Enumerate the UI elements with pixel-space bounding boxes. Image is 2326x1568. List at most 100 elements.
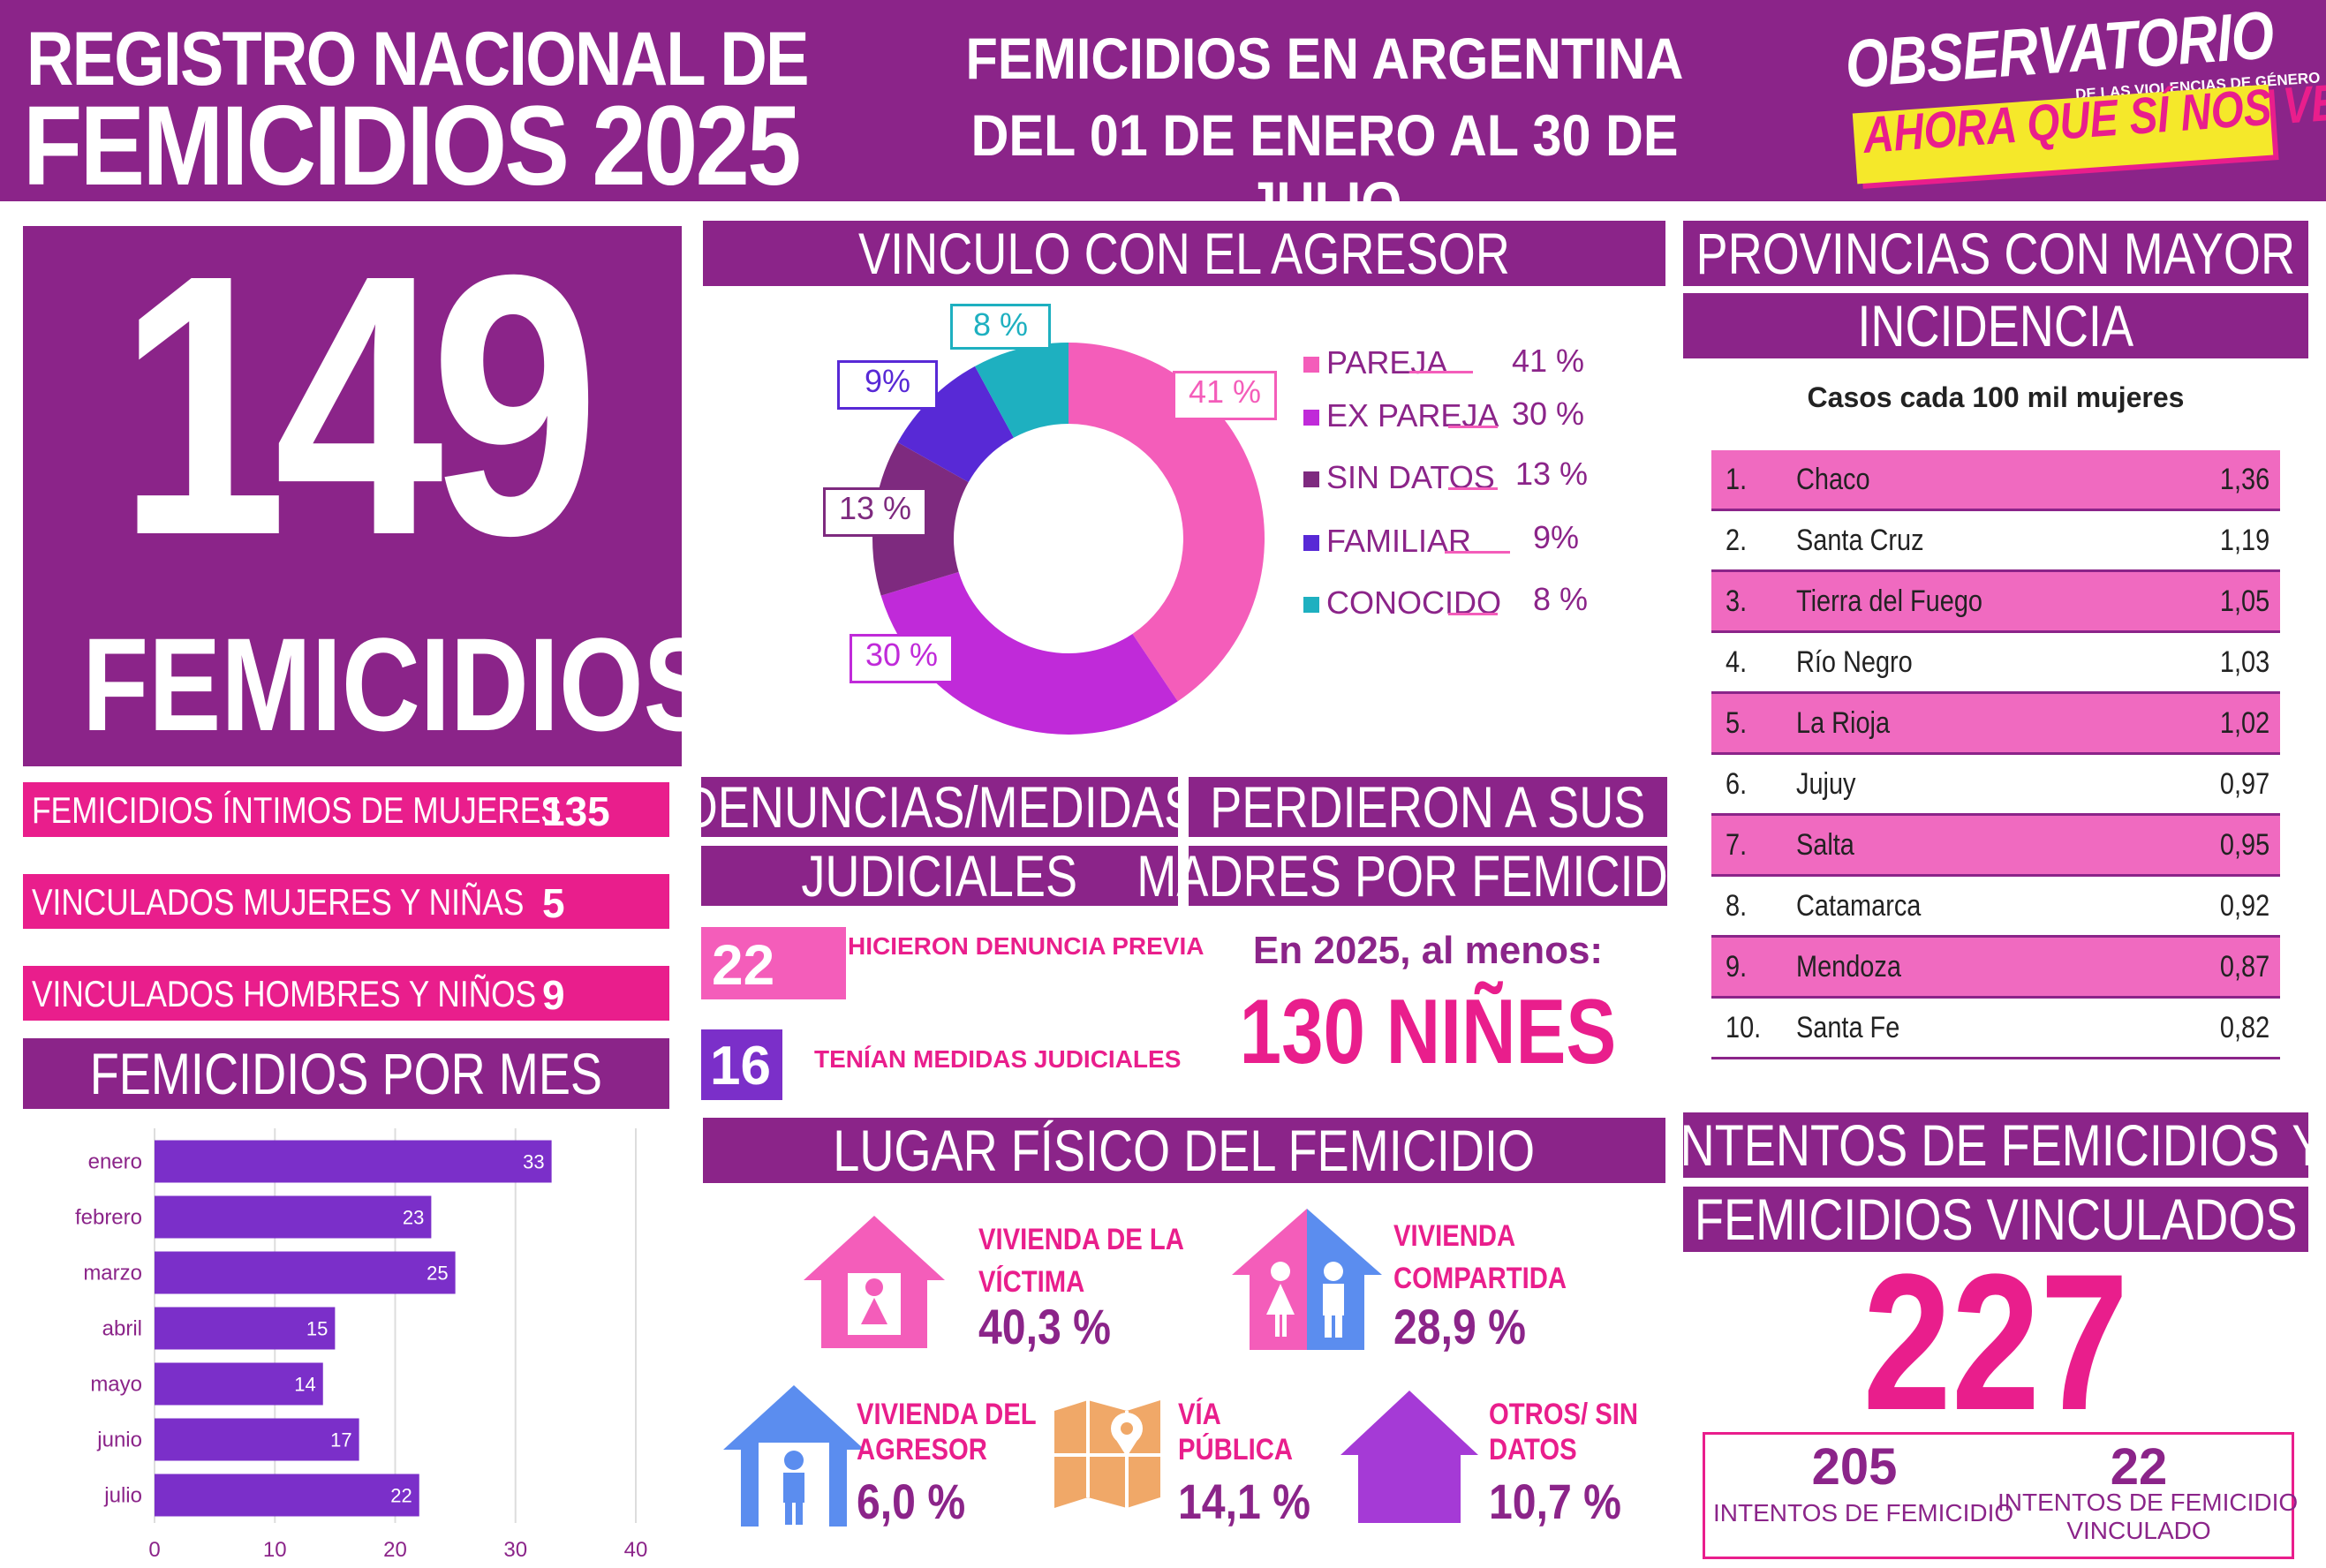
bar-julio xyxy=(155,1474,419,1517)
bar-marzo xyxy=(155,1251,456,1294)
total-number: 149 xyxy=(117,199,600,613)
bar-enero xyxy=(155,1140,552,1183)
denuncia-previa-label: HICIERON DENUNCIA PREVIA xyxy=(848,932,1205,960)
slice-familiar xyxy=(897,366,1014,483)
subtitle-line-1: FEMICIDIOS EN ARGENTINA xyxy=(965,26,1684,91)
lugar-otros-label-2: DATOS xyxy=(1489,1433,1577,1466)
lugar-agresor-label-2: AGRESOR xyxy=(857,1433,987,1466)
stat-value: 5 xyxy=(542,880,565,926)
donut-label-pareja: 41 % xyxy=(1173,371,1277,420)
section-title-provincias-2: INCIDENCIA xyxy=(1683,293,2308,358)
section-title-denuncias-2: JUDICIALES xyxy=(701,843,1178,908)
bar-value-label: 15 xyxy=(306,1318,328,1340)
huerfanos-intro: En 2025, al menos: xyxy=(1252,929,1604,972)
lugar-via-publica-value: 14,1 % xyxy=(1178,1474,1310,1529)
stat-vinculados-hombres: VINCULADOS HOMBRES Y NIÑOS 9 xyxy=(23,966,669,1021)
donut-chart-vinculo xyxy=(872,343,1265,735)
province-rank: 6. xyxy=(1726,767,1748,801)
category-label: julio xyxy=(103,1484,142,1508)
legend-value-conocido: 8 % xyxy=(1533,581,1589,617)
lugar-compartida-value: 28,9 % xyxy=(1393,1299,1526,1354)
denuncia-previa-box: 22 xyxy=(701,927,846,999)
section-title-por-mes: FEMICIDIOS POR MES xyxy=(23,1038,669,1109)
bar-value-label: 17 xyxy=(330,1429,351,1451)
province-name: Tierra del Fuego xyxy=(1796,584,1982,618)
lugar-victima-label-1: VIVIENDA DE LA xyxy=(978,1223,1184,1256)
province-name: Catamarca xyxy=(1796,889,1922,923)
legend-value-familiar: 9% xyxy=(1533,519,1580,555)
province-rate: 0,87 xyxy=(2219,950,2269,984)
province-rank: 5. xyxy=(1726,706,1748,740)
table-row: 10. Santa Fe 0,82 xyxy=(1711,999,2280,1059)
category-label: abril xyxy=(102,1317,142,1341)
table-row: 6. Jujuy 0,97 xyxy=(1711,755,2280,816)
title-line-1: REGISTRO NACIONAL DE xyxy=(26,17,809,102)
intentos-vinculado-value: 22 xyxy=(2110,1438,2168,1496)
table-row: 4. Río Negro 1,03 xyxy=(1711,633,2280,694)
x-tick-label: 30 xyxy=(503,1538,527,1562)
x-tick-label: 20 xyxy=(383,1538,407,1562)
slice-ex-pareja xyxy=(880,571,1178,735)
stat-value: 9 xyxy=(542,972,565,1018)
category-label: junio xyxy=(96,1429,142,1452)
legend-swatch xyxy=(1303,471,1319,488)
legend-item-conocido: CONOCIDO xyxy=(1303,584,1501,622)
medidas-judiciales-box: 16 xyxy=(701,1029,782,1100)
category-label: mayo xyxy=(90,1373,142,1397)
table-row: 1. Chaco 1,36 xyxy=(1711,450,2280,511)
province-name: Mendoza xyxy=(1796,950,1901,984)
province-rate: 1,02 xyxy=(2219,706,2269,740)
stat-value: 135 xyxy=(542,788,610,834)
lugar-agresor-label-1: VIVIENDA DEL xyxy=(857,1398,1037,1431)
x-tick-label: 10 xyxy=(263,1538,287,1562)
intentos-vinculado-label-1: INTENTOS DE FEMICIDIO xyxy=(1997,1489,2299,1516)
intentos-total: 227 xyxy=(1862,1233,2129,1451)
section-title-vinculo: VINCULO CON EL AGRESOR xyxy=(703,221,1665,286)
province-rate: 0,97 xyxy=(2219,767,2269,801)
title-line-2: FEMICIDIOS 2025 xyxy=(23,83,802,209)
lugar-via-publica-label-2: PÚBLICA xyxy=(1178,1433,1293,1466)
huerfanos-value: 130 NIÑES xyxy=(1239,981,1617,1083)
province-rate: 0,95 xyxy=(2219,828,2269,862)
province-name: Salta xyxy=(1796,828,1854,862)
legend-item-sin-datos: SIN DATOS xyxy=(1303,459,1495,496)
bar-febrero xyxy=(155,1195,432,1239)
bar-abril xyxy=(155,1307,336,1350)
donut-label-conocido: 8 % xyxy=(950,304,1051,350)
legend-swatch xyxy=(1303,535,1319,552)
slice-conocido xyxy=(975,343,1069,438)
category-label: febrero xyxy=(75,1206,142,1230)
legend-item-pareja: PAREJA xyxy=(1303,344,1447,381)
legend-swatch xyxy=(1303,410,1319,426)
bar-value-label: 33 xyxy=(523,1151,544,1173)
category-label: marzo xyxy=(83,1262,142,1285)
section-title-lugar: LUGAR FÍSICO DEL FEMICIDIO xyxy=(703,1118,1665,1183)
donut-label-ex-pareja: 30 % xyxy=(850,634,954,683)
x-tick-label: 40 xyxy=(624,1538,648,1562)
section-title-intentos-2: FEMICIDIOS VINCULADOS xyxy=(1683,1187,2308,1252)
stat-vinculados-mujeres: VINCULADOS MUJERES Y NIÑAS 5 xyxy=(23,874,669,929)
bar-value-label: 23 xyxy=(403,1207,424,1229)
table-row: 7. Salta 0,95 xyxy=(1711,816,2280,877)
province-rate: 1,03 xyxy=(2219,645,2269,679)
province-rank: 4. xyxy=(1726,645,1748,679)
house-couple-icon xyxy=(1232,1209,1382,1350)
legend-item-familiar: FAMILIAR xyxy=(1303,523,1471,560)
intentos-box xyxy=(1703,1432,2294,1559)
slice-pareja xyxy=(1069,343,1265,702)
intentos-femicidio-label: INTENTOS DE FEMICIDIO xyxy=(1713,1499,2014,1527)
section-title-intentos-1: INTENTOS DE FEMICIDIOS Y xyxy=(1667,1112,2324,1178)
legend-value-sin-datos: 13 % xyxy=(1515,456,1589,492)
province-name: Santa Cruz xyxy=(1796,524,1924,557)
legend-swatch xyxy=(1303,597,1319,614)
legend-item-ex-pareja: EX PAREJA xyxy=(1303,397,1499,434)
bar-value-label: 22 xyxy=(390,1485,412,1507)
lugar-victima-label-2: VÍCTIMA xyxy=(978,1265,1085,1299)
provincias-caption: Casos cada 100 mil mujeres xyxy=(1807,381,2185,413)
lugar-compartida-label-1: VIVIENDA xyxy=(1393,1219,1516,1253)
table-row: 8. Catamarca 0,92 xyxy=(1711,877,2280,938)
intentos-vinculado-label-2: VINCULADO xyxy=(2066,1517,2211,1544)
total-box xyxy=(23,226,682,766)
donut-legend: PAREJA EX PAREJA SIN DATOS FAMILIAR CONO… xyxy=(1303,343,1589,636)
stat-label: VINCULADOS HOMBRES Y NIÑOS xyxy=(32,973,537,1014)
